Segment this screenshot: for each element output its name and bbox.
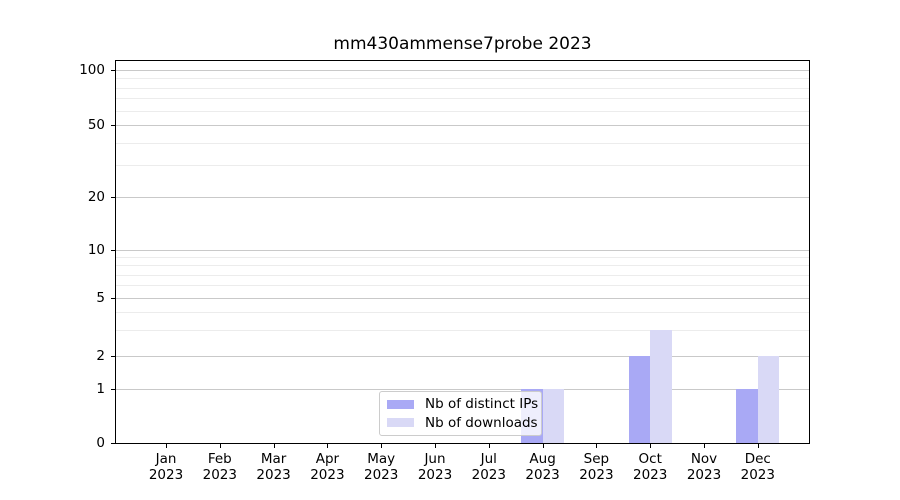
x-tick-label: Mar 2023: [256, 451, 291, 483]
y-tick-label: 10: [87, 242, 105, 258]
y-tick-label: 50: [87, 117, 105, 133]
major-gridline: [116, 125, 809, 126]
major-gridline: [116, 389, 809, 390]
legend-label-downloads: Nb of downloads: [425, 414, 538, 431]
y-tick-mark: [111, 389, 115, 390]
chart-title: mm430ammense7probe 2023: [333, 34, 592, 54]
x-tick-label: May 2023: [364, 451, 399, 483]
minor-gridline: [116, 312, 809, 314]
y-tick-mark: [111, 443, 115, 444]
bar: [628, 356, 651, 443]
minor-gridline: [116, 165, 809, 167]
minor-gridline: [116, 285, 809, 287]
minor-gridline: [116, 274, 809, 276]
minor-gridline: [116, 87, 809, 89]
y-tick-mark: [111, 197, 115, 198]
legend-swatch-distinct-ips-icon: [387, 399, 414, 409]
x-tick-mark: [757, 444, 759, 448]
x-tick-mark: [650, 444, 652, 448]
legend-label-distinct-ips: Nb of distinct IPs: [425, 396, 539, 413]
x-tick-label: Jul 2023: [471, 451, 506, 483]
minor-gridline: [116, 98, 809, 100]
minor-gridline: [116, 142, 809, 144]
y-tick-label: 20: [87, 189, 105, 205]
major-gridline: [116, 197, 809, 198]
x-tick-label: Jan 2023: [148, 451, 184, 483]
y-tick-mark: [111, 298, 115, 299]
y-tick-mark: [111, 356, 115, 357]
legend-swatch-downloads-icon: [387, 418, 414, 428]
minor-gridline: [116, 78, 809, 80]
x-tick-label: Apr 2023: [310, 451, 345, 483]
x-tick-mark: [488, 444, 490, 448]
x-tick-mark: [596, 444, 598, 448]
x-tick-mark: [542, 444, 544, 448]
legend: Nb of distinct IPs Nb of downloads: [379, 391, 542, 436]
minor-gridline: [116, 110, 809, 112]
minor-gridline: [116, 265, 809, 267]
y-tick-label: 5: [96, 290, 105, 306]
x-tick-label: Sep 2023: [579, 451, 614, 483]
x-tick-label: Jun 2023: [417, 451, 453, 483]
bar: [736, 389, 758, 443]
y-tick-label: 2: [96, 348, 105, 364]
bar: [650, 330, 672, 443]
minor-gridline: [116, 330, 809, 332]
x-tick-mark: [273, 444, 275, 448]
y-tick-mark: [111, 70, 115, 71]
x-tick-mark: [381, 444, 383, 448]
x-tick-mark: [327, 444, 329, 448]
major-gridline: [116, 356, 809, 357]
x-tick-label: Nov 2023: [686, 451, 722, 483]
y-tick-label: 1: [96, 381, 105, 397]
x-tick-label: Aug 2023: [525, 451, 560, 483]
bar: [542, 389, 565, 443]
x-tick-mark: [166, 444, 167, 448]
major-gridline: [116, 70, 809, 71]
x-tick-label: Feb 2023: [202, 451, 237, 483]
x-tick-mark: [219, 444, 221, 448]
minor-gridline: [116, 257, 809, 259]
x-tick-mark: [704, 444, 705, 448]
y-tick-label: 100: [79, 62, 105, 78]
plot-area: [115, 60, 810, 444]
major-gridline: [116, 250, 809, 251]
y-tick-mark: [111, 250, 115, 251]
y-tick-label: 0: [96, 435, 105, 451]
bar: [757, 356, 780, 443]
x-tick-label: Dec 2023: [740, 451, 775, 483]
x-tick-mark: [435, 444, 436, 448]
legend-item-downloads: Nb of downloads: [387, 415, 538, 431]
legend-item-distinct-ips: Nb of distinct IPs: [387, 396, 538, 412]
major-gridline: [116, 298, 809, 299]
x-tick-label: Oct 2023: [633, 451, 668, 483]
y-tick-mark: [111, 125, 115, 126]
